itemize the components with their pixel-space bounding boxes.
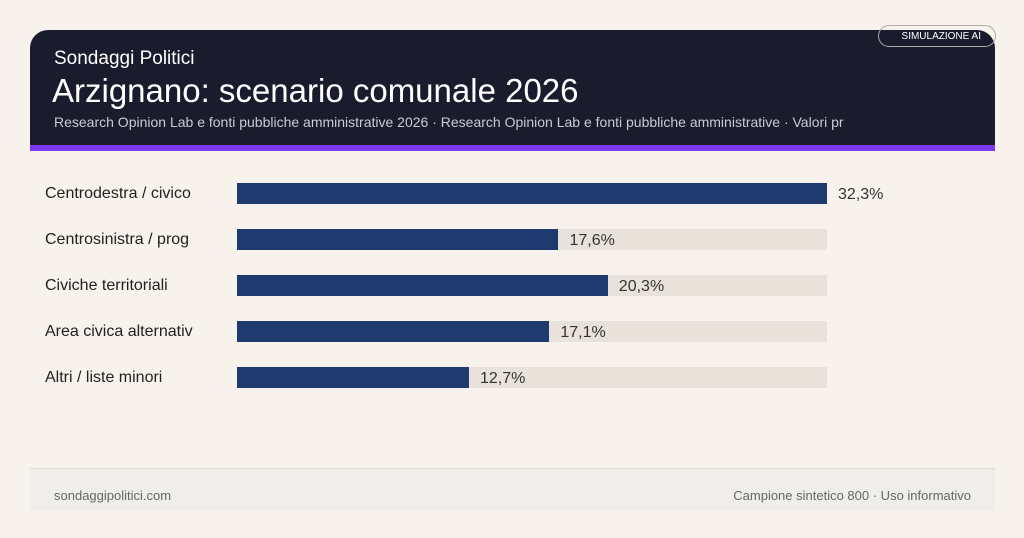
bar-track (237, 367, 827, 388)
value-label: 17,6% (569, 232, 615, 249)
footer-note: Campione sintetico 800 · Uso informativo (733, 488, 971, 503)
accent-bar (30, 145, 995, 151)
footer: sondaggipolitici.com Campione sintetico … (30, 468, 995, 511)
value-label: 17,1% (560, 324, 606, 341)
header: Sondaggi Politici Arzignano: scenario co… (30, 30, 995, 145)
page-title: Arzignano: scenario comunale 2026 (52, 72, 579, 109)
brand-name: Sondaggi Politici (54, 48, 195, 69)
bar (237, 183, 827, 204)
category-label: Altri / liste minori (45, 369, 163, 386)
footer-site: sondaggipolitici.com (54, 488, 172, 503)
subtitle: Research Opinion Lab e fonti pubbliche a… (54, 114, 844, 130)
bar-track (237, 183, 827, 204)
bar (237, 367, 469, 388)
bar-track (237, 275, 827, 296)
bar (237, 321, 550, 342)
category-label: Area civica alternativ (45, 323, 193, 340)
category-label: Centrosinistra / prog (45, 231, 190, 248)
bar (237, 229, 559, 250)
value-label: 32,3% (838, 186, 884, 203)
category-label: Centrodestra / civico (45, 185, 191, 202)
bar-track (237, 229, 827, 250)
bar-track (237, 321, 827, 342)
simulation-badge: SIMULAZIONE AI (878, 25, 996, 47)
value-label: 12,7% (479, 370, 526, 387)
category-label: Civiche territoriali (45, 277, 168, 294)
value-label: 20,3% (618, 278, 665, 295)
bar (237, 275, 608, 296)
